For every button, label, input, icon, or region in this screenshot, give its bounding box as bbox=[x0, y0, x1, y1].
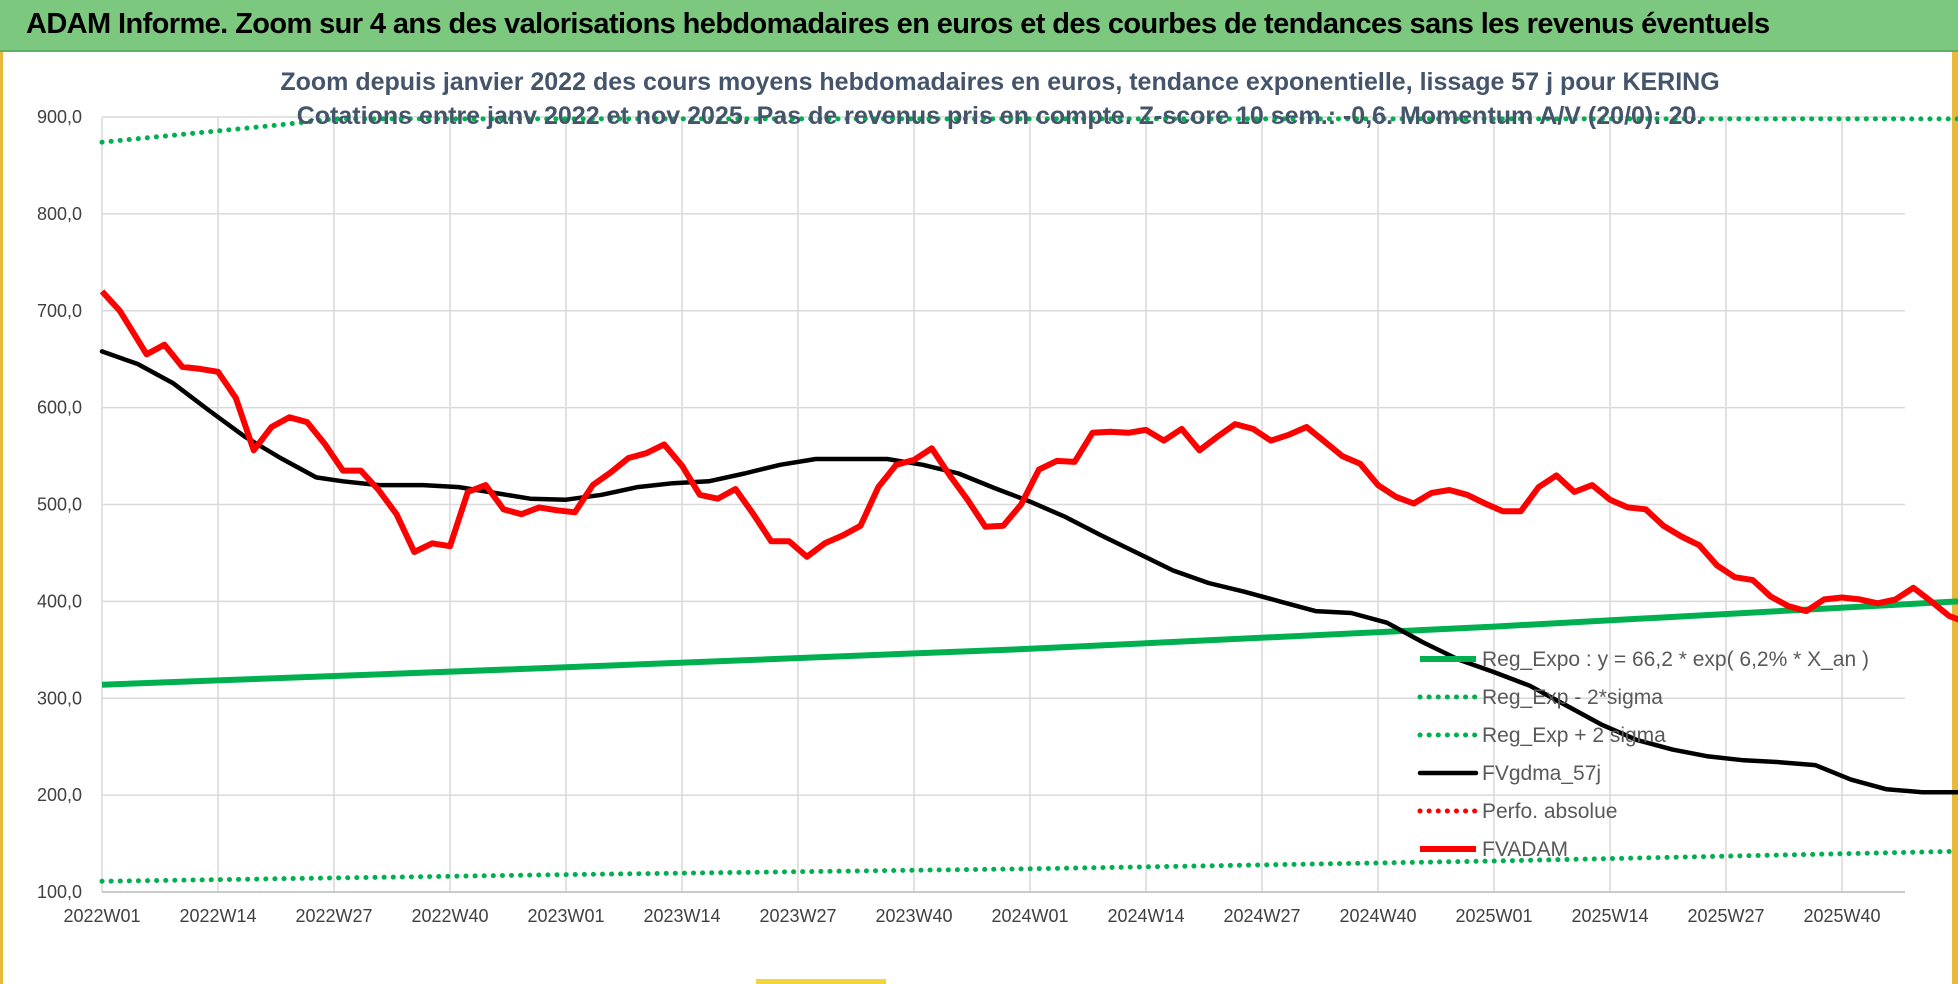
y-tick-label: 800,0 bbox=[37, 204, 82, 224]
x-tick-label: 2022W14 bbox=[179, 906, 256, 926]
x-tick-label: 2024W27 bbox=[1223, 906, 1300, 926]
y-tick-label: 200,0 bbox=[37, 785, 82, 805]
series-line-1 bbox=[99, 848, 1958, 884]
x-tick-label: 2023W01 bbox=[527, 906, 604, 926]
header-banner: ADAM Informe. Zoom sur 4 ans des valoris… bbox=[0, 0, 1958, 52]
banner-title: ADAM Informe. Zoom sur 4 ans des valoris… bbox=[26, 8, 1770, 40]
line-chart: 100,0 200,0 300,0 400,0 500,0 600,0 700,0 800,0… bbox=[37, 68, 1958, 926]
series-line-0 bbox=[101, 598, 1958, 688]
x-tick-label: 2023W14 bbox=[643, 906, 720, 926]
x-tick-label: 2023W40 bbox=[875, 906, 952, 926]
x-tick-label: 2025W14 bbox=[1571, 906, 1648, 926]
legend-label-1: Reg_Exp - 2*sigma bbox=[1482, 686, 1663, 709]
x-tick-label: 2022W40 bbox=[411, 906, 488, 926]
x-tick-label: 2025W01 bbox=[1455, 906, 1532, 926]
x-tick-label: 2024W01 bbox=[991, 906, 1068, 926]
x-tick-label: 2023W27 bbox=[759, 906, 836, 926]
legend-label-2: Reg_Exp + 2 sigma bbox=[1482, 724, 1666, 747]
y-tick-label: 700,0 bbox=[37, 301, 82, 321]
y-tick-label: 100,0 bbox=[37, 882, 82, 902]
series-line-2 bbox=[99, 116, 1958, 145]
x-tick-label: 2022W27 bbox=[295, 906, 372, 926]
frame-right-border bbox=[1952, 52, 1958, 984]
y-tick-label: 600,0 bbox=[37, 398, 82, 418]
legend-label-0: Reg_Expo : y = 66,2 * exp( 6,2% * X_an ) bbox=[1482, 648, 1869, 671]
x-tick-label: 2025W27 bbox=[1687, 906, 1764, 926]
x-tick-label: 2024W14 bbox=[1107, 906, 1184, 926]
y-tick-label: 300,0 bbox=[37, 688, 82, 708]
series-layer bbox=[99, 116, 1958, 884]
grid-lines bbox=[101, 116, 1905, 893]
y-tick-label: 900,0 bbox=[37, 107, 82, 127]
chart-legend: Reg_Expo : y = 66,2 * exp( 6,2% * X_an )… bbox=[1417, 648, 1869, 861]
legend-label-5: FVADAM bbox=[1482, 838, 1568, 861]
frame-bottom-marker bbox=[756, 979, 886, 984]
chart-title-line-1: Zoom depuis janvier 2022 des cours moyen… bbox=[280, 68, 1719, 96]
legend-label-3: FVgdma_57j bbox=[1482, 762, 1601, 785]
series-line-5 bbox=[99, 289, 1958, 623]
x-tick-label: 2024W40 bbox=[1339, 906, 1416, 926]
series-line-3 bbox=[99, 349, 1958, 795]
y-tick-label: 400,0 bbox=[37, 591, 82, 611]
x-tick-label: 2025W40 bbox=[1803, 906, 1880, 926]
chart-title-line-2: Cotations entre janv 2022 et nov 2025. P… bbox=[297, 102, 1704, 130]
x-tick-label: 2022W01 bbox=[63, 906, 140, 926]
legend-label-4: Perfo. absolue bbox=[1482, 800, 1617, 823]
y-tick-label: 500,0 bbox=[37, 495, 82, 515]
axis-ticks: 100,0 200,0 300,0 400,0 500,0 600,0 700,0 800,0… bbox=[37, 107, 1881, 926]
frame-left-border bbox=[0, 52, 3, 984]
